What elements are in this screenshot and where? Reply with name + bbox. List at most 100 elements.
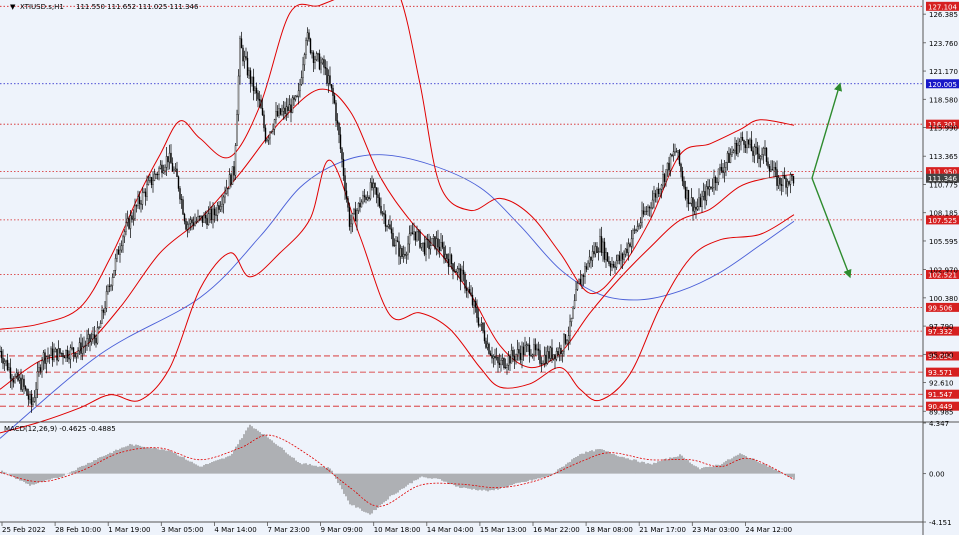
candle-body bbox=[267, 137, 270, 141]
candle-body bbox=[368, 197, 370, 199]
candle bbox=[156, 171, 159, 180]
candle bbox=[579, 270, 582, 285]
candle-body bbox=[36, 371, 39, 390]
candle-body bbox=[62, 352, 64, 358]
candle bbox=[62, 350, 64, 365]
candle bbox=[243, 50, 246, 69]
candle-body bbox=[84, 345, 87, 347]
candle-body bbox=[425, 239, 427, 255]
candle-body bbox=[581, 275, 583, 285]
candle bbox=[659, 187, 661, 197]
candle bbox=[387, 219, 390, 229]
candle bbox=[333, 92, 336, 105]
candle bbox=[611, 257, 613, 272]
candle-body bbox=[396, 240, 399, 242]
candle bbox=[87, 328, 90, 347]
candle-body bbox=[374, 183, 376, 188]
candle bbox=[39, 364, 42, 375]
level-label-box bbox=[926, 215, 959, 225]
candle-body bbox=[485, 340, 487, 348]
candle bbox=[551, 339, 553, 364]
candle bbox=[50, 346, 52, 356]
candle bbox=[711, 178, 714, 192]
candle-body bbox=[77, 350, 79, 354]
candle-body bbox=[633, 229, 636, 231]
candle-body bbox=[441, 242, 444, 248]
candlesticks bbox=[0, 27, 795, 413]
candle-body bbox=[552, 354, 555, 359]
candle bbox=[59, 347, 61, 357]
candle-body bbox=[726, 152, 729, 163]
candle-body bbox=[153, 173, 156, 181]
candle bbox=[371, 175, 373, 191]
candle bbox=[606, 252, 609, 262]
y-tick-label: 92.610 bbox=[929, 380, 954, 388]
candle-body bbox=[125, 222, 127, 232]
candle-body bbox=[696, 206, 699, 210]
candle-body bbox=[209, 208, 211, 215]
candle bbox=[618, 251, 621, 265]
candle-body bbox=[215, 214, 217, 216]
candle-body bbox=[495, 357, 498, 359]
candle-body bbox=[782, 175, 784, 186]
candle bbox=[96, 321, 99, 345]
candle bbox=[54, 347, 57, 353]
candle bbox=[407, 235, 409, 260]
candle-body bbox=[113, 270, 115, 278]
candle bbox=[350, 214, 352, 234]
candle-body bbox=[483, 330, 486, 342]
candle bbox=[321, 57, 324, 65]
candle bbox=[245, 47, 247, 61]
candle bbox=[701, 190, 703, 213]
candle bbox=[293, 95, 295, 106]
candle-body bbox=[573, 300, 576, 309]
candle-body bbox=[89, 334, 91, 342]
symbol-menu-icon[interactable]: ▼ bbox=[10, 3, 16, 11]
candle-body bbox=[713, 177, 715, 188]
candle-body bbox=[114, 257, 117, 271]
candle-body bbox=[72, 347, 75, 354]
candle-body bbox=[132, 218, 135, 220]
candle bbox=[311, 49, 313, 59]
moving-average-line bbox=[0, 154, 795, 439]
candle bbox=[441, 235, 444, 250]
candle bbox=[138, 191, 141, 210]
candle bbox=[317, 52, 319, 62]
candle bbox=[494, 348, 496, 365]
candle-body bbox=[323, 59, 325, 68]
candle bbox=[390, 220, 393, 240]
candle bbox=[716, 177, 718, 191]
candle-body bbox=[570, 317, 573, 323]
candle-body bbox=[498, 362, 501, 365]
candle-body bbox=[737, 145, 739, 154]
candle-body bbox=[203, 214, 205, 223]
candle bbox=[360, 199, 363, 208]
candle bbox=[113, 270, 115, 278]
candle bbox=[101, 305, 103, 324]
candle-body bbox=[51, 348, 54, 361]
candle-body bbox=[677, 150, 679, 153]
candle-body bbox=[233, 166, 235, 176]
candle-body bbox=[141, 192, 144, 205]
candle bbox=[690, 188, 693, 207]
candle-body bbox=[11, 378, 13, 381]
candle bbox=[227, 187, 229, 197]
candle-body bbox=[486, 343, 489, 348]
candle bbox=[480, 317, 483, 332]
candle bbox=[216, 202, 219, 222]
candle-body bbox=[578, 278, 580, 284]
candle-body bbox=[351, 213, 354, 225]
candle bbox=[447, 253, 450, 275]
candle-body bbox=[273, 119, 276, 130]
candle bbox=[146, 175, 148, 201]
candle bbox=[635, 228, 637, 234]
candle bbox=[471, 287, 474, 308]
macd-y-tick-label: 0.00 bbox=[929, 471, 945, 479]
candle bbox=[303, 52, 306, 71]
x-tick-label: 3 Mar 05:00 bbox=[161, 526, 203, 534]
candle-body bbox=[213, 208, 216, 216]
candle bbox=[51, 341, 54, 367]
candle-body bbox=[644, 211, 646, 215]
candle-body bbox=[308, 32, 310, 40]
